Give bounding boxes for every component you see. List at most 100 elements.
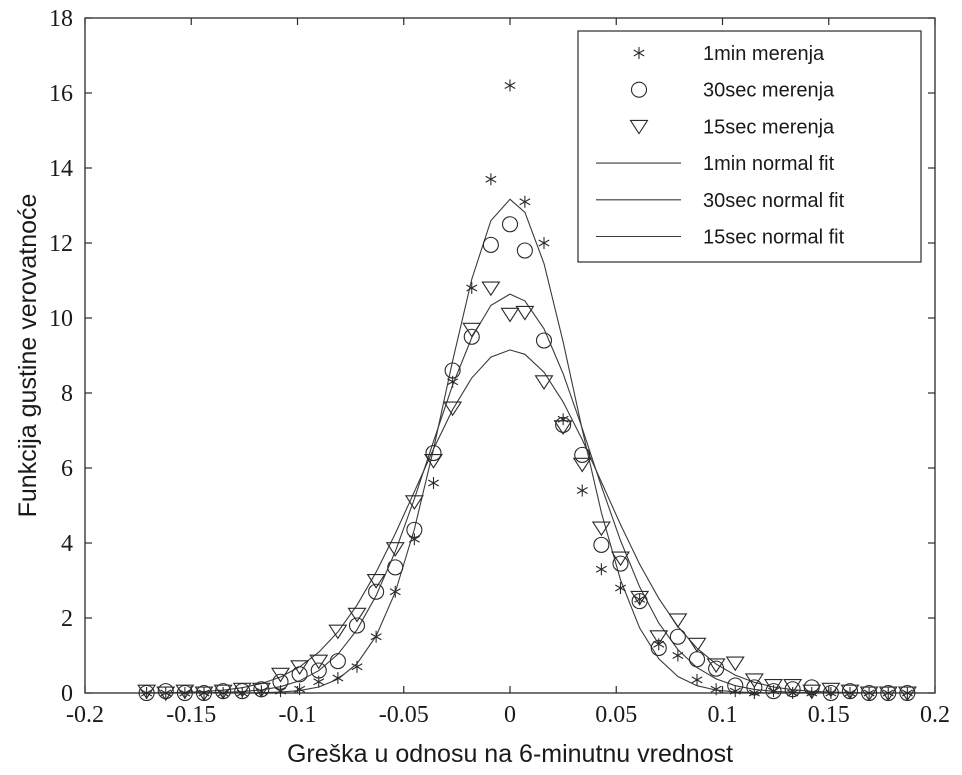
data-point <box>500 307 520 323</box>
data-point <box>515 305 535 321</box>
data-point <box>649 630 669 645</box>
data-point <box>310 662 327 679</box>
legend-marker-sample <box>629 119 649 135</box>
y-axis-label: Funkcija gustine verovatnoće <box>14 194 42 518</box>
data-point <box>612 555 629 572</box>
data-point <box>595 563 607 576</box>
legend-label: 1min merenja <box>703 43 825 65</box>
data-point <box>485 173 497 186</box>
data-point <box>481 281 501 297</box>
legend-marker-sample <box>633 47 645 59</box>
data-point <box>232 682 252 698</box>
data-point <box>137 684 157 700</box>
data-point <box>329 653 346 670</box>
data-point <box>347 607 367 623</box>
data-point <box>406 521 423 538</box>
legend-label: 1min normal fit <box>703 153 835 175</box>
data-point <box>669 628 686 645</box>
x-tick-label: 0.1 <box>708 702 738 728</box>
data-point <box>727 677 744 694</box>
y-tick-label: 18 <box>49 6 73 32</box>
data-point <box>157 683 174 700</box>
data-point <box>404 495 424 510</box>
data-point <box>729 685 741 698</box>
data-point <box>878 686 898 702</box>
data-point <box>328 624 348 640</box>
data-point <box>574 446 591 463</box>
data-point <box>462 322 482 338</box>
data-point <box>175 684 195 700</box>
data-markers <box>137 79 917 702</box>
normal-fit-lines <box>146 198 908 694</box>
y-tick-label: 10 <box>49 306 73 332</box>
data-point <box>822 684 839 702</box>
y-tick-label: 4 <box>61 531 73 557</box>
data-point <box>251 682 271 698</box>
data-point <box>840 684 860 700</box>
legend-box <box>577 30 922 263</box>
data-point <box>141 687 153 699</box>
data-point <box>423 453 444 469</box>
data-point <box>765 683 782 700</box>
data-point <box>425 444 442 462</box>
data-point <box>821 682 841 698</box>
data-point <box>179 687 191 699</box>
data-point <box>217 687 229 699</box>
legend-label: 15sec merenja <box>703 116 835 138</box>
data-point <box>708 660 725 677</box>
data-point <box>610 551 631 567</box>
x-tick-label: -0.15 <box>166 702 216 728</box>
data-point <box>706 658 726 674</box>
data-point <box>710 683 722 696</box>
data-point <box>255 685 267 698</box>
data-point <box>516 242 533 259</box>
data-point <box>630 590 650 606</box>
data-point <box>309 654 329 670</box>
data-point <box>688 651 706 668</box>
data-point <box>859 686 879 702</box>
data-point <box>213 684 233 700</box>
x-tick-label: 0 <box>504 702 516 728</box>
data-point <box>366 573 386 589</box>
data-point <box>443 401 463 417</box>
data-point <box>555 416 572 433</box>
data-point <box>389 585 401 598</box>
fit-line-3 <box>146 198 908 694</box>
data-point <box>501 216 519 233</box>
data-point <box>408 533 420 546</box>
data-point <box>593 536 610 553</box>
y-tick-label: 8 <box>61 381 73 407</box>
data-point <box>802 684 822 700</box>
y-tick-label: 2 <box>61 606 73 632</box>
data-point <box>748 687 760 699</box>
data-point <box>744 673 764 689</box>
x-tick-label: 0.05 <box>595 702 637 728</box>
data-point <box>783 678 803 694</box>
data-point <box>275 685 286 698</box>
y-tick-label: 16 <box>49 81 73 107</box>
series-2 <box>137 281 917 702</box>
axes <box>84 17 936 694</box>
data-point <box>270 667 291 683</box>
x-axis-label: Greška u odnosu na 6-minutnu vrednost <box>287 740 733 768</box>
data-point <box>557 413 569 426</box>
data-point <box>591 521 611 537</box>
x-tick-label: 0.15 <box>808 702 850 728</box>
data-point <box>746 679 763 696</box>
data-point <box>463 328 480 345</box>
data-point <box>534 375 554 390</box>
data-point <box>672 649 684 662</box>
data-point <box>290 660 310 675</box>
data-point <box>351 660 363 673</box>
data-point <box>156 686 176 702</box>
x-tick-label: -0.05 <box>379 702 429 728</box>
x-tick-label: -0.1 <box>279 702 317 728</box>
data-point <box>428 477 439 489</box>
data-point <box>466 282 478 294</box>
data-point <box>572 457 592 473</box>
data-point <box>691 673 703 686</box>
data-point <box>806 687 818 699</box>
data-point <box>294 683 306 696</box>
y-tick-label: 6 <box>61 456 73 482</box>
